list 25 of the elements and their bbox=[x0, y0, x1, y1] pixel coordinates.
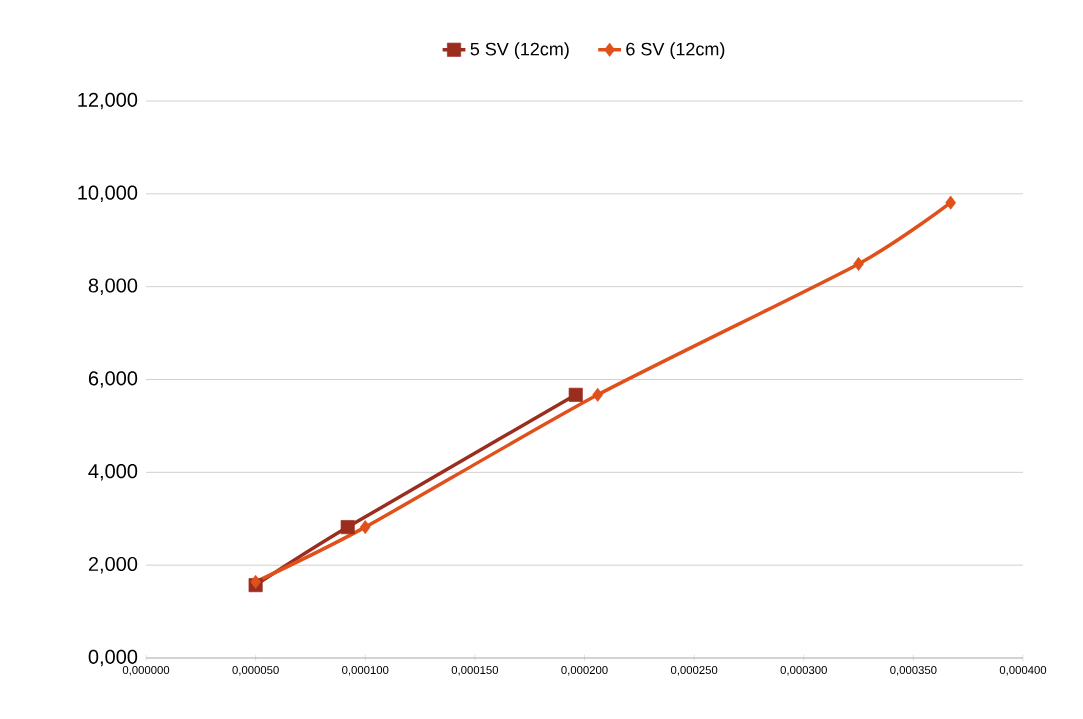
x-tick-label: 0,000350 bbox=[890, 666, 937, 676]
x-tick-label: 0,000150 bbox=[451, 666, 499, 676]
y-tick-label: 0,000 bbox=[88, 649, 138, 667]
point bbox=[250, 574, 261, 589]
point bbox=[945, 195, 956, 210]
legend-label: 6 SV (12cm) bbox=[626, 42, 725, 59]
y-tick-label: 8,000 bbox=[88, 278, 138, 295]
x-tick-label: 0,000100 bbox=[342, 666, 389, 676]
x-tick-label: 0,000400 bbox=[999, 666, 1047, 676]
point bbox=[853, 256, 864, 271]
point bbox=[359, 520, 371, 535]
point bbox=[592, 387, 603, 402]
x-tick-label: 0,000250 bbox=[670, 666, 718, 676]
x-tick-label: 0,000050 bbox=[232, 666, 279, 676]
x-tick-label: 0,000300 bbox=[780, 666, 827, 676]
y-tick-label: 12,000 bbox=[78, 92, 138, 110]
y-tick-label: 10,000 bbox=[78, 185, 138, 203]
point bbox=[568, 387, 583, 402]
x-tick-label: 0,000200 bbox=[561, 666, 608, 676]
y-tick-label: 4,000 bbox=[88, 464, 138, 481]
x-tick-label: 0,000000 bbox=[122, 666, 170, 676]
y-tick-label: 6,000 bbox=[88, 371, 138, 388]
point bbox=[340, 520, 355, 535]
y-tick-label: 2,000 bbox=[88, 556, 138, 574]
legend-label: 5 SV (12cm) bbox=[470, 42, 569, 59]
